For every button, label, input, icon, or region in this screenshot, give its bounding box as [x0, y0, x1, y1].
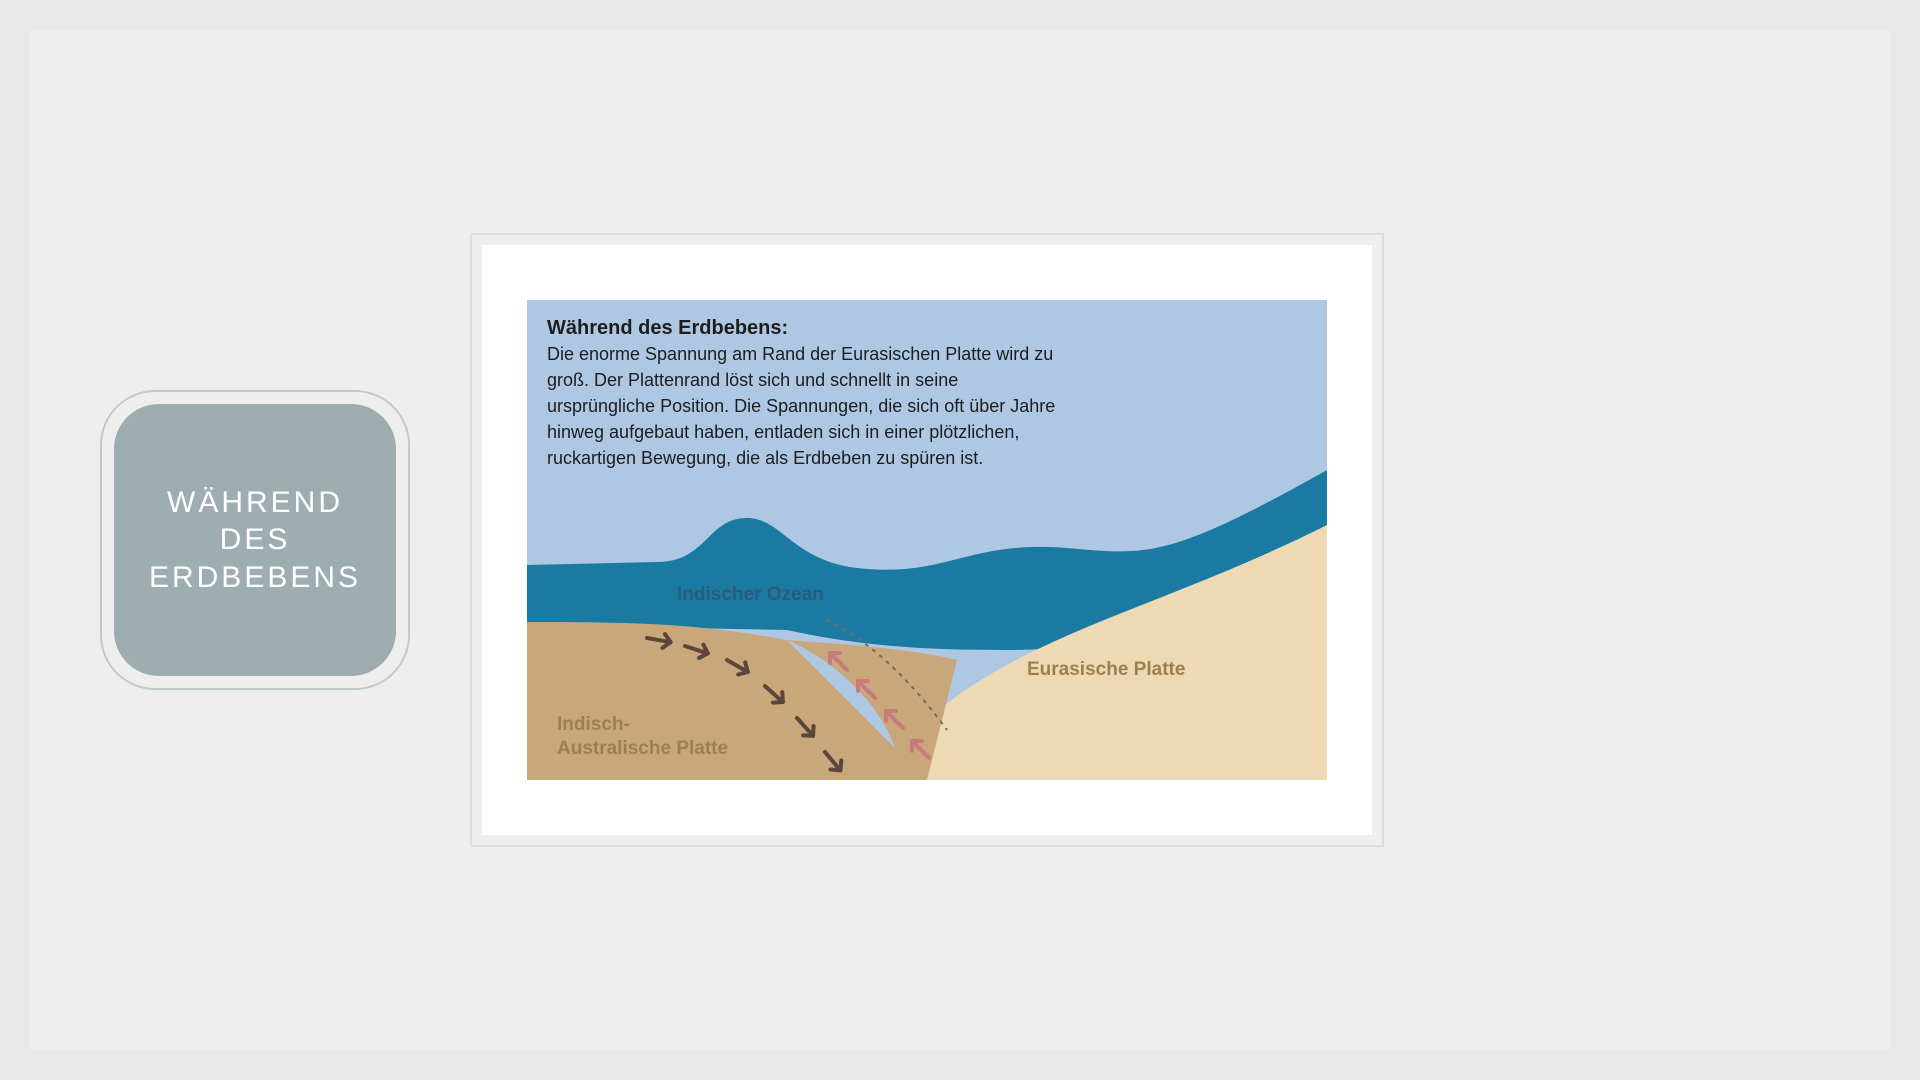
ind-aus-plate-label: Indisch- — [557, 714, 630, 735]
eurasian-plate-label: Eurasische Platte — [1027, 659, 1185, 680]
diagram-body-line: ursprüngliche Position. Die Spannungen, … — [547, 396, 1055, 416]
slide-title: WÄHREND DES ERDBEBENS — [149, 484, 361, 597]
diagram-body-line: hinweg aufgebaut haben, entladen sich in… — [547, 422, 1019, 442]
earthquake-diagram: Während des Erdbebens: Die enorme Spannun… — [527, 300, 1327, 780]
diagram-frame: Während des Erdbebens: Die enorme Spannun… — [470, 233, 1384, 847]
title-block-inner: WÄHREND DES ERDBEBENS — [114, 404, 396, 676]
ind-aus-plate-label: Australische Platte — [557, 738, 728, 759]
diagram-canvas: Während des Erdbebens: Die enorme Spannun… — [482, 245, 1372, 835]
diagram-body-line: Die enorme Spannung am Rand der Eurasisc… — [547, 344, 1053, 364]
ocean-label: Indischer Ozean — [677, 584, 824, 605]
diagram-body-line: ruckartigen Bewegung, die als Erdbeben z… — [547, 448, 983, 468]
title-block-outer: WÄHREND DES ERDBEBENS — [100, 390, 410, 690]
diagram-body-line: groß. Der Plattenrand löst sich und schn… — [547, 370, 958, 390]
slide: WÄHREND DES ERDBEBENS Während des Erdbeb… — [30, 30, 1890, 1050]
diagram-heading: Während des Erdbebens: — [547, 317, 788, 339]
